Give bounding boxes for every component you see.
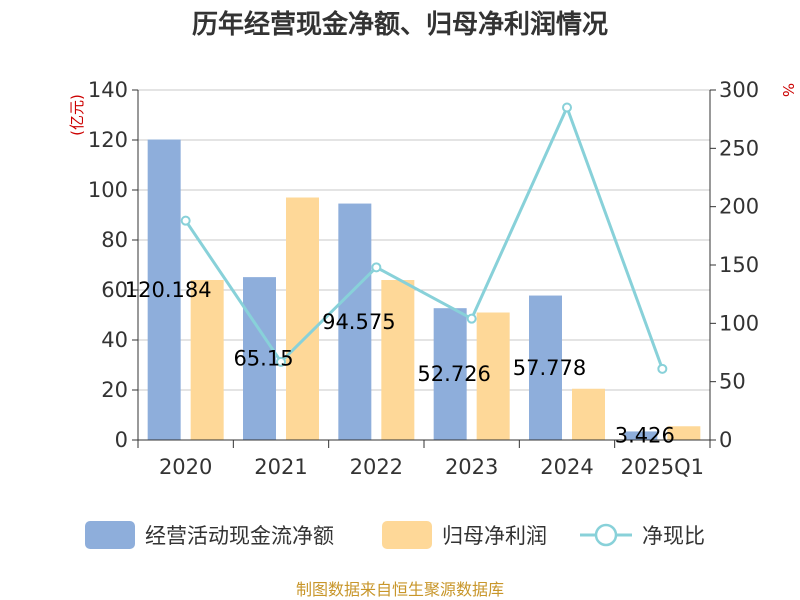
x-tick-label: 2023	[445, 455, 498, 479]
y-left-tick-label: 60	[101, 278, 128, 302]
y-left-tick-label: 140	[88, 78, 128, 102]
y-right-tick-label: 50	[719, 370, 746, 394]
y-left-tick-label: 20	[101, 378, 128, 402]
legend-swatch-cashflow	[85, 521, 135, 549]
y-left-tick-label: 100	[88, 178, 128, 202]
net-profit-bar	[286, 197, 319, 440]
legend-marker-ratio	[594, 523, 618, 547]
net-cash-ratio-point	[180, 215, 191, 226]
gridlines	[138, 89, 710, 391]
chart-title: 历年经营现金净额、归母净利润情况	[192, 9, 608, 40]
legend-swatch-net-profit	[382, 521, 432, 549]
y-left-tick-label: 40	[101, 328, 128, 352]
cashflow-data-label: 94.575	[322, 310, 395, 334]
y-right-tick-label: 0	[719, 428, 732, 452]
net-profit-bar	[476, 312, 510, 440]
cashflow-bar	[243, 277, 276, 440]
net-profit-bar	[572, 388, 605, 440]
y-right-tick-label: 100	[719, 311, 759, 335]
net-cash-ratio-point	[371, 262, 382, 273]
cashflow-bar	[433, 308, 467, 440]
cashflow-data-label: 3.426	[615, 424, 675, 448]
net-cash-ratio-point	[466, 313, 477, 324]
y-left-tick-label: 80	[101, 228, 128, 252]
axes: 0 20 40 60 80 100 120 140 0 50 100 150 200 250 300 2020…	[88, 78, 759, 479]
cashflow-bar	[338, 203, 372, 440]
y-right-tick-label: 300	[719, 78, 759, 102]
cashflow-bar	[624, 431, 658, 440]
x-tick-label: 2022	[350, 455, 403, 479]
net-cash-ratio-point	[657, 363, 668, 374]
net-profit-bar	[381, 280, 415, 440]
cashflow-bar	[529, 295, 562, 440]
legend-label-cashflow: 经营活动现金流净额	[145, 524, 334, 548]
cashflow-data-label: 52.726	[417, 362, 490, 386]
y-left-unit: (亿元)	[68, 94, 86, 136]
cashflow-data-label: 65.15	[233, 347, 293, 371]
source-note: 制图数据来自恒生聚源数据库	[296, 580, 504, 599]
y-left-tick-label: 0	[115, 428, 128, 452]
legend-label-net-profit: 归母净利润	[442, 524, 547, 548]
y-right-unit: %	[779, 83, 797, 97]
y-right-tick-label: 200	[719, 195, 759, 219]
y-right-tick-label: 250	[719, 136, 759, 160]
net-cash-ratio-point	[562, 102, 572, 113]
x-tick-label: 2020	[159, 455, 212, 479]
line-series	[180, 102, 668, 374]
y-right-tick-label: 150	[719, 253, 759, 277]
legend: 经营活动现金流净额 归母净利润 净现比	[85, 521, 705, 549]
net-profit-bar	[667, 426, 701, 440]
bars	[147, 139, 701, 441]
data-labels: 120.184 65.15 94.575 52.726 57.778 3.426	[125, 278, 675, 448]
x-tick-label: 2021	[254, 455, 307, 479]
net-cash-ratio-point	[276, 356, 286, 367]
net-profit-bar	[190, 280, 224, 440]
y-left-tick-label: 120	[88, 128, 128, 152]
cashflow-data-label: 120.184	[125, 278, 212, 302]
legend-label-ratio: 净现比	[642, 524, 705, 548]
cashflow-bar	[147, 139, 181, 441]
x-tick-label: 2025Q1	[621, 455, 704, 479]
cashflow-data-label: 57.778	[513, 356, 586, 380]
x-tick-label: 2024	[540, 455, 593, 479]
net-cash-ratio-line	[184, 103, 664, 370]
